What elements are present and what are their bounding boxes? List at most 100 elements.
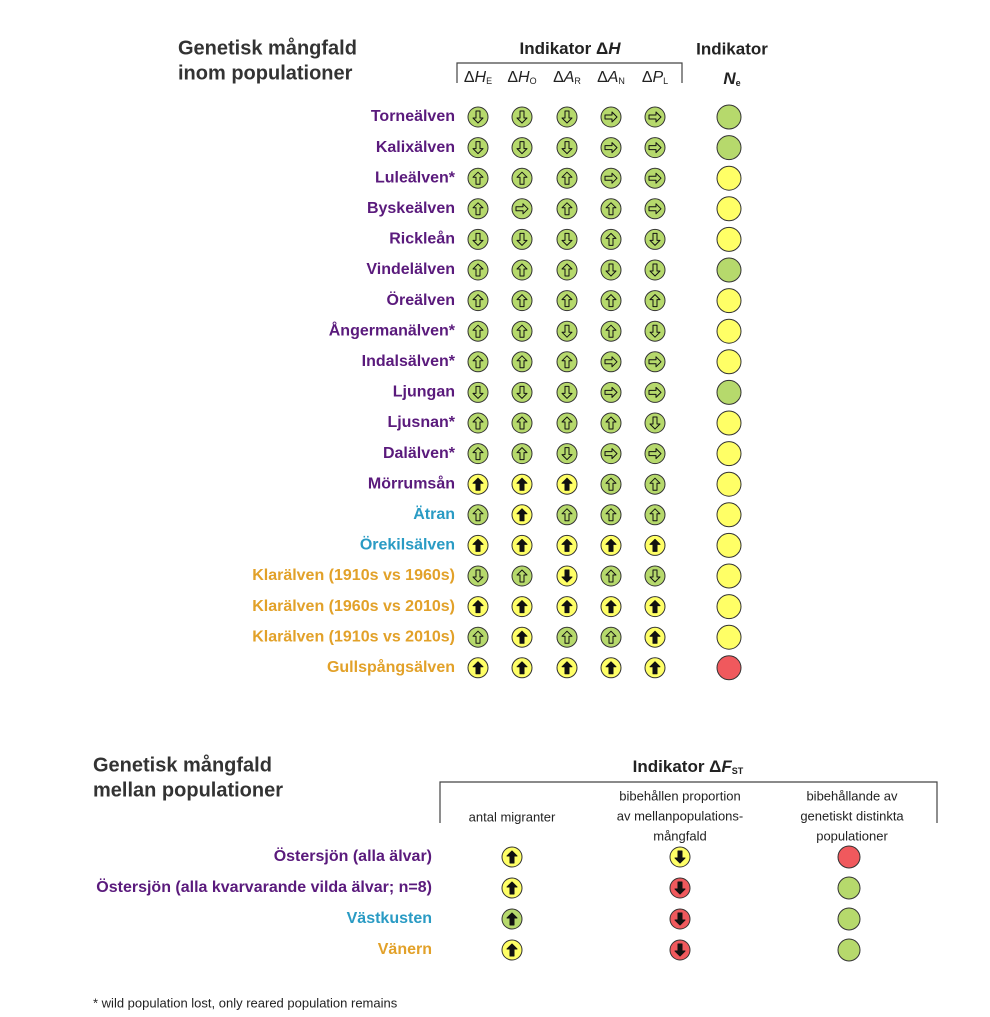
row-name: Byskeälven xyxy=(367,200,455,217)
status-icon xyxy=(600,473,622,495)
arrow xyxy=(648,386,662,398)
arrow xyxy=(516,324,528,338)
bracket xyxy=(456,62,683,83)
status-icon xyxy=(556,626,578,648)
arrow xyxy=(516,141,528,155)
arrow xyxy=(604,111,618,123)
header-label: ΔAR xyxy=(553,69,581,86)
status-icon xyxy=(467,167,489,189)
row-name: Ljungan xyxy=(393,384,455,401)
label-part: H xyxy=(475,69,487,86)
status-icon xyxy=(511,626,533,648)
status-icon xyxy=(511,596,533,618)
status-circle xyxy=(716,379,742,405)
row-name: Ångermanälven* xyxy=(329,320,456,339)
status-icon xyxy=(716,563,742,589)
arrow xyxy=(648,142,662,154)
arrow xyxy=(472,508,484,522)
label-part: Δ xyxy=(597,69,608,86)
status-circle xyxy=(716,196,742,222)
status-icon xyxy=(511,320,533,342)
label-part: O xyxy=(530,76,537,86)
arrow xyxy=(561,232,573,246)
arrow xyxy=(472,538,484,552)
status-circle xyxy=(716,594,742,620)
status-icon xyxy=(600,443,622,465)
status-icon xyxy=(467,228,489,250)
status-icon xyxy=(644,626,666,648)
status-icon xyxy=(600,381,622,403)
header-label: ΔAN xyxy=(597,69,625,86)
status-icon xyxy=(716,379,742,405)
arrow xyxy=(605,324,617,338)
status-icon xyxy=(644,137,666,159)
arrow xyxy=(674,912,686,926)
status-icon xyxy=(467,626,489,648)
status-icon xyxy=(467,137,489,159)
label-part: F xyxy=(721,757,732,776)
status-icon xyxy=(511,657,533,679)
status-icon xyxy=(644,198,666,220)
status-icon xyxy=(644,167,666,189)
arrow xyxy=(516,600,528,614)
status-icon xyxy=(600,167,622,189)
arrow xyxy=(649,232,661,246)
arrow xyxy=(648,203,662,215)
status-icon xyxy=(501,939,523,961)
arrow xyxy=(605,600,617,614)
status-icon xyxy=(511,381,533,403)
column-label: bibehållen proportion xyxy=(619,788,740,803)
status-circle xyxy=(716,655,742,681)
arrow xyxy=(516,569,528,583)
column-label: bibehållande av xyxy=(806,788,898,803)
status-icon xyxy=(644,657,666,679)
status-icon xyxy=(556,473,578,495)
arrow xyxy=(561,508,573,522)
status-icon xyxy=(716,135,742,161)
status-icon xyxy=(556,228,578,250)
arrow xyxy=(472,477,484,491)
arrow xyxy=(561,385,573,399)
status-icon xyxy=(716,288,742,314)
status-icon xyxy=(511,290,533,312)
status-icon xyxy=(644,596,666,618)
bracket xyxy=(439,781,938,823)
arrow xyxy=(516,508,528,522)
status-icon xyxy=(556,167,578,189)
status-icon xyxy=(467,290,489,312)
status-circle xyxy=(837,845,861,869)
status-icon xyxy=(511,412,533,434)
status-icon xyxy=(644,412,666,434)
label-part: N xyxy=(618,76,625,86)
arrow xyxy=(515,203,529,215)
row-name: Öreälven xyxy=(387,290,455,309)
arrow xyxy=(604,142,618,154)
status-icon xyxy=(511,534,533,556)
arrow xyxy=(561,416,573,430)
arrow xyxy=(472,263,484,277)
status-icon xyxy=(644,228,666,250)
row-name: Ätran xyxy=(413,505,455,523)
status-icon xyxy=(716,655,742,681)
status-icon xyxy=(467,198,489,220)
status-circle xyxy=(716,104,742,130)
status-circle xyxy=(716,288,742,314)
arrow xyxy=(516,110,528,124)
status-icon xyxy=(501,846,523,868)
arrow xyxy=(649,294,661,308)
label-part: L xyxy=(663,76,668,86)
status-icon xyxy=(644,473,666,495)
status-circle xyxy=(716,349,742,375)
arrow xyxy=(648,448,662,460)
arrow xyxy=(506,850,518,864)
status-icon xyxy=(716,471,742,497)
arrow xyxy=(648,111,662,123)
status-icon xyxy=(556,198,578,220)
status-icon xyxy=(644,443,666,465)
status-icon xyxy=(600,228,622,250)
footnote: * wild population lost, only reared popu… xyxy=(93,995,398,1010)
label-part: A xyxy=(607,69,619,86)
status-icon xyxy=(556,137,578,159)
status-circle xyxy=(716,135,742,161)
